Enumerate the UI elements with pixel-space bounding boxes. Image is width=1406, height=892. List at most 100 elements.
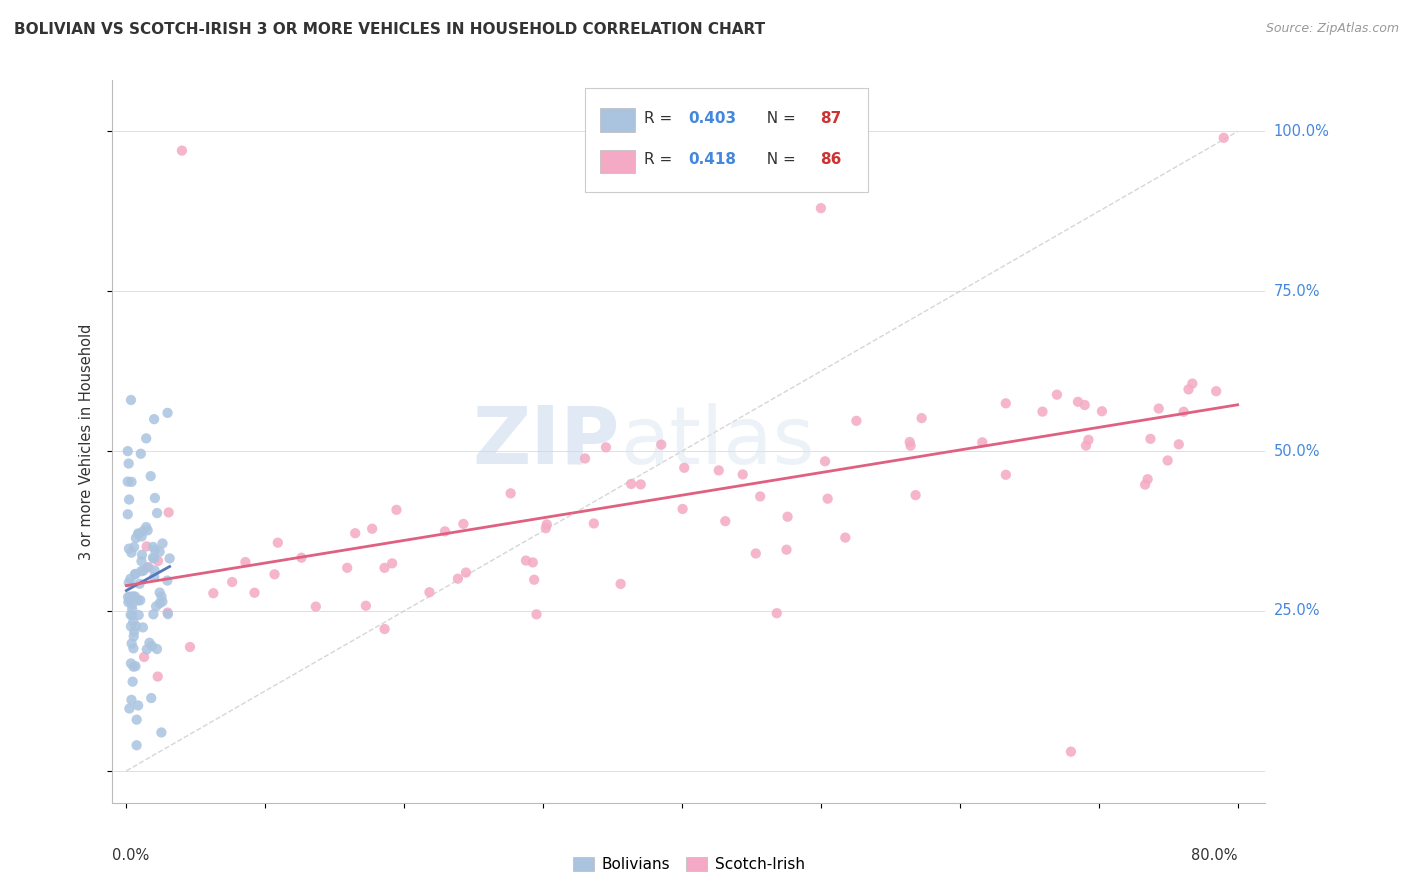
Point [671,502,693,516]
Text: N =: N = [756,153,800,168]
Point [714,514,737,528]
Point [131,548,153,562]
Point [453,516,475,531]
Point [120,572,142,586]
Point [290,550,312,565]
Point [305,599,328,614]
Point [994,396,1017,410]
Point [120,693,142,707]
Point [131,554,153,568]
Point [127,526,149,541]
Point [381,557,404,571]
Point [630,477,652,491]
Point [124,659,146,673]
Point [202,586,225,600]
Point [120,392,142,407]
Point [374,622,396,636]
Point [118,701,141,715]
Point [845,414,868,428]
Point [776,509,799,524]
Text: 0.418: 0.418 [688,153,735,168]
Point [150,725,173,739]
Point [136,560,159,574]
Point [124,566,146,581]
Point [128,608,150,623]
Point [344,526,367,541]
Point [526,607,548,622]
Point [121,674,143,689]
Point [1136,472,1159,486]
Text: 50.0%: 50.0% [1274,443,1320,458]
Point [418,585,440,599]
Text: atlas: atlas [620,402,814,481]
Y-axis label: 3 or more Vehicles in Household: 3 or more Vehicles in Household [79,324,94,559]
Point [152,536,174,550]
Point [120,619,142,633]
Point [118,492,141,507]
Point [1173,405,1195,419]
Point [156,606,179,620]
Point [221,574,243,589]
Point [609,577,631,591]
Point [145,599,167,614]
Point [142,540,165,554]
Point [128,576,150,591]
Point [582,516,605,531]
Point [336,561,359,575]
Point [120,594,142,608]
Text: 87: 87 [820,112,842,126]
Point [125,531,148,545]
Point [149,545,172,559]
Point [374,561,396,575]
Point [361,522,384,536]
Point [136,524,159,538]
FancyBboxPatch shape [600,150,634,173]
Point [149,585,172,599]
Point [122,641,145,656]
Point [1181,376,1204,391]
Point [628,144,651,158]
Point [141,639,163,653]
Point [117,475,139,489]
Text: 75.0%: 75.0% [1274,284,1320,299]
Point [447,572,470,586]
Point [124,590,146,604]
Point [1139,432,1161,446]
Point [911,411,934,425]
Point [765,606,787,620]
Text: 100.0%: 100.0% [1274,124,1330,139]
Point [120,607,142,622]
FancyBboxPatch shape [585,87,868,193]
Point [125,713,148,727]
Point [454,566,477,580]
Point [118,575,141,590]
Point [817,491,839,506]
Point [122,659,145,673]
Point [142,550,165,565]
Point [121,636,143,650]
Point [127,698,149,713]
Point [263,567,285,582]
Point [499,486,522,500]
Point [904,488,927,502]
Point [129,593,152,607]
Point [143,491,166,505]
Point [135,431,157,445]
Point [142,607,165,622]
Point [150,590,173,604]
Point [138,636,160,650]
Point [523,573,546,587]
Point [132,564,155,578]
Text: BOLIVIAN VS SCOTCH-IRISH 3 OR MORE VEHICLES IN HOUSEHOLD CORRELATION CHART: BOLIVIAN VS SCOTCH-IRISH 3 OR MORE VEHIC… [14,22,765,37]
Point [159,551,181,566]
Point [146,506,169,520]
Point [1167,437,1189,451]
Point [146,642,169,657]
Point [1077,433,1099,447]
Point [124,567,146,582]
Point [1067,394,1090,409]
Point [814,454,837,468]
Point [146,669,169,683]
Point [673,460,696,475]
Point [118,541,141,556]
